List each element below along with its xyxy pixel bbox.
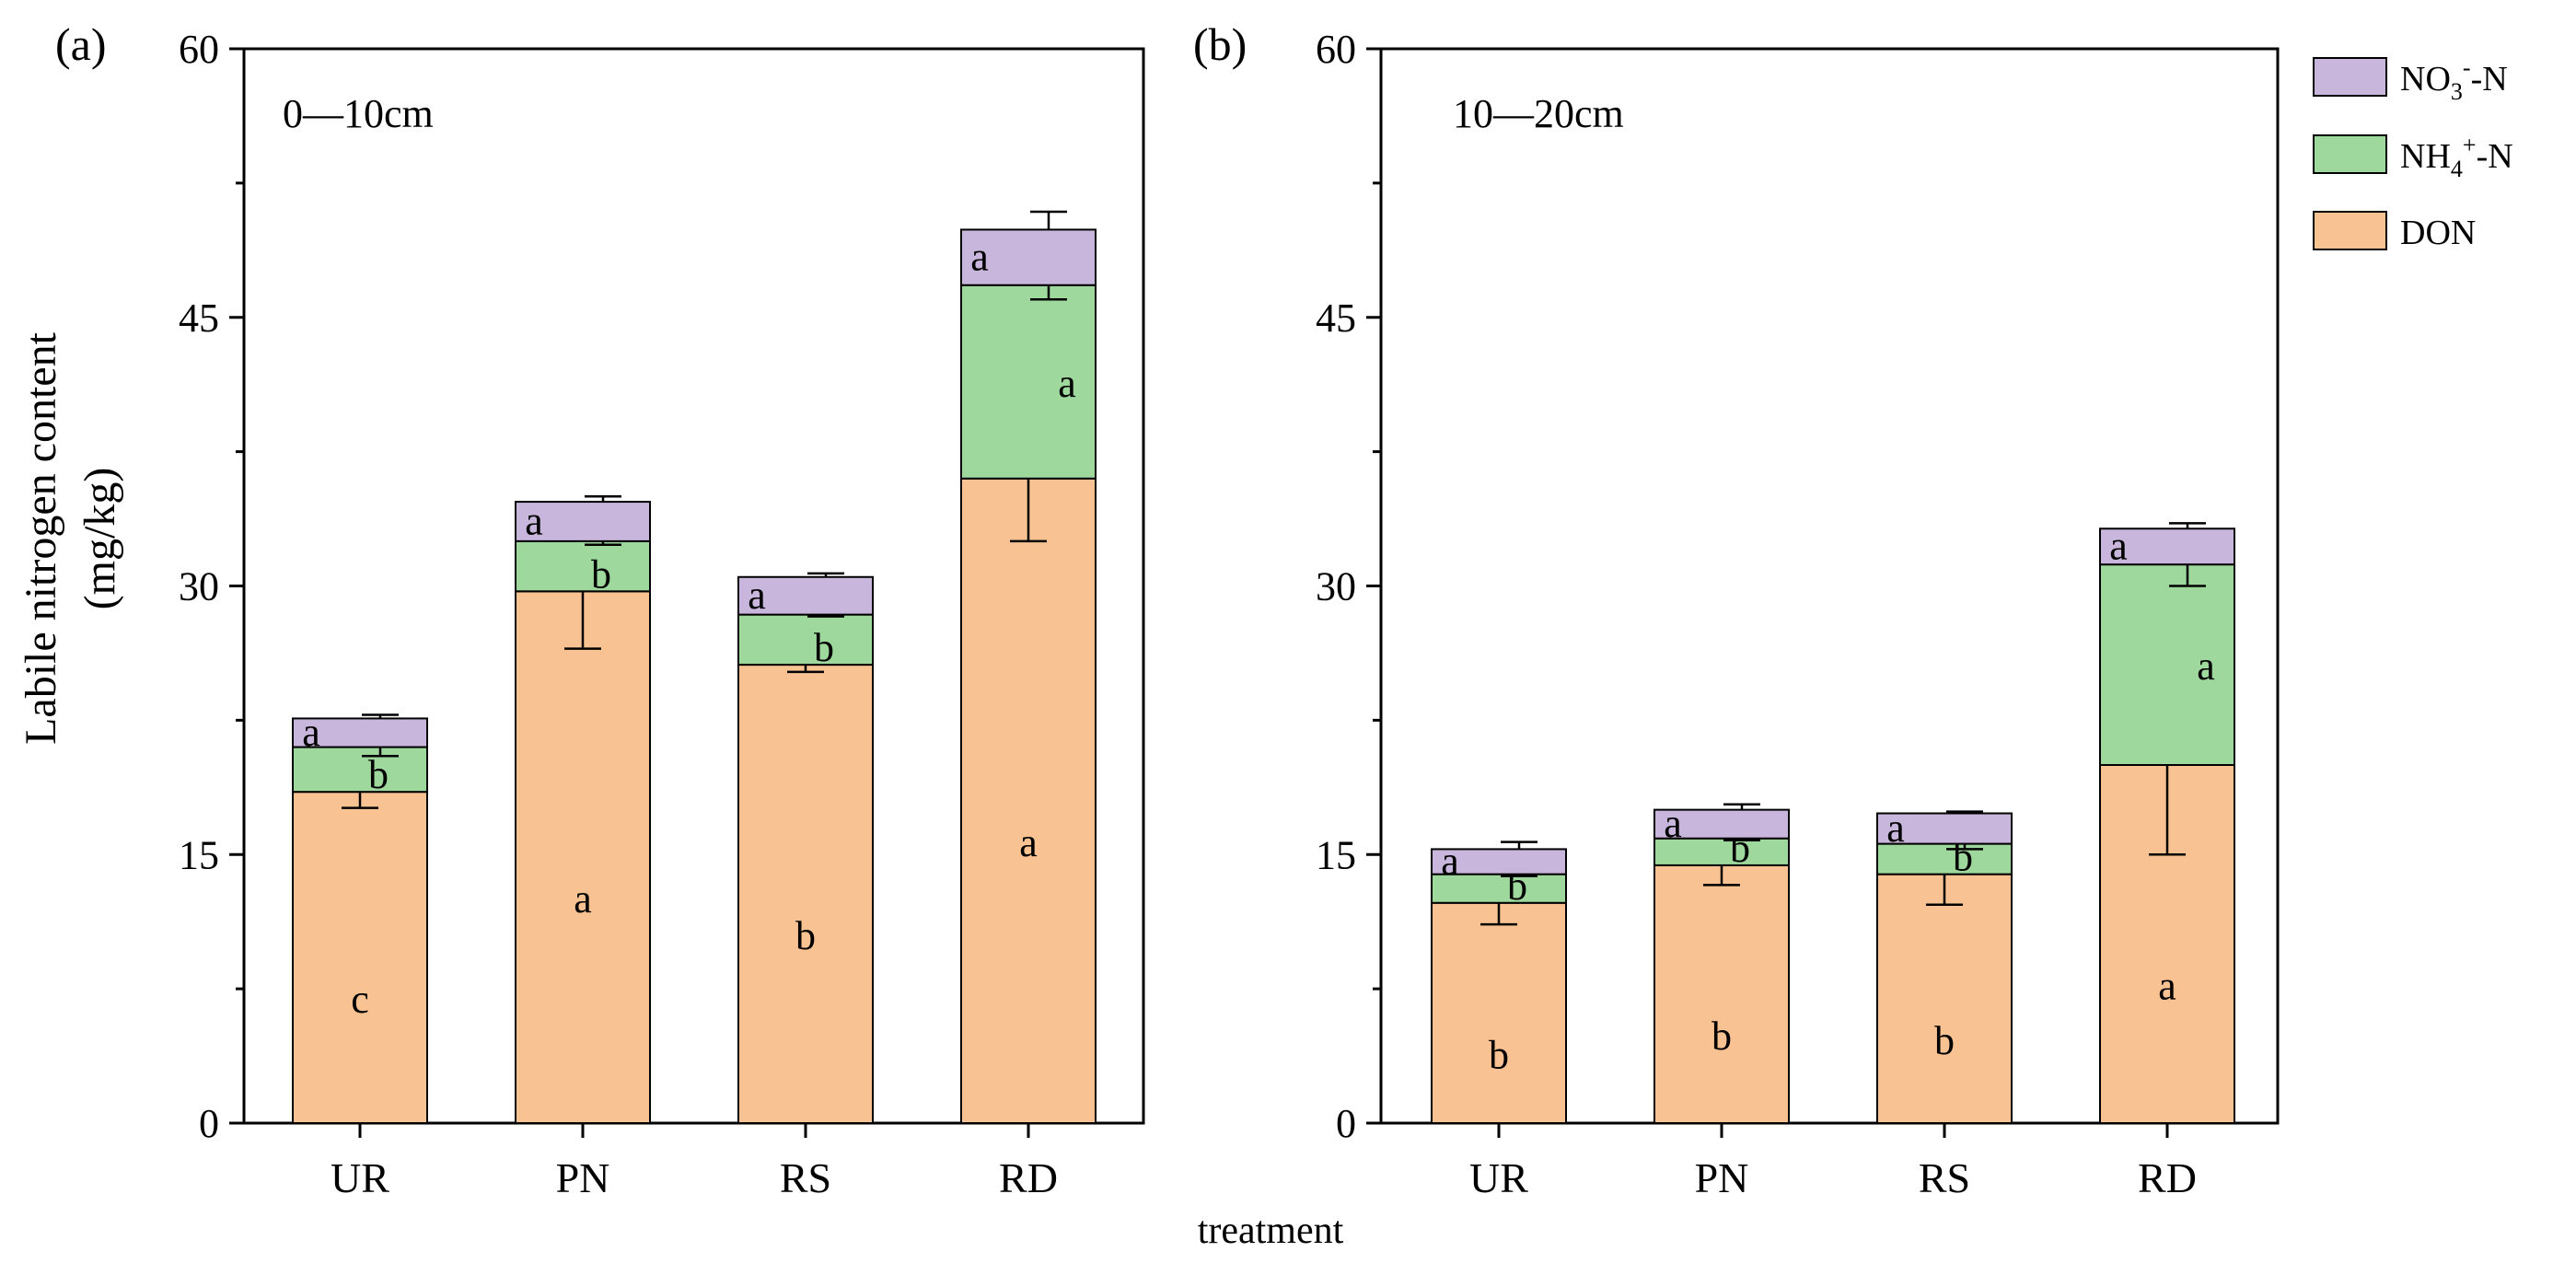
x-tick-label: RD [2138,1154,2197,1201]
legend-swatch-don [2313,211,2387,250]
panel-label: (a) [55,18,107,70]
legend-nh4-tail: -N [2477,137,2513,176]
significance-letter: b [591,551,611,597]
bar-segment [1654,808,1790,840]
legend-label-no3: NO3--N [2400,54,2508,105]
bar-segment [292,746,428,794]
y-axis-title-line1: Labile nitrogen content [17,331,65,745]
y-tick-label: 15 [1316,832,1356,877]
legend-swatch-no3 [2313,57,2387,97]
depth-label: 10—20cm [1453,91,1624,136]
significance-letter: a [574,876,592,921]
significance-letter: c [351,977,369,1022]
bar-segment [1876,812,2013,845]
significance-letter: a [525,498,543,543]
bar-segment [737,664,874,1125]
depth-label: 0—10cm [283,91,434,136]
bar-segment [1431,901,1567,1125]
significance-letter: a [2109,524,2128,569]
significance-letter: a [1886,806,1905,851]
bar-segment [1431,848,1567,875]
y-tick-label: 0 [1336,1101,1356,1146]
legend-no3-base: NO [2400,60,2451,99]
bar-segment [960,477,1097,1124]
significance-letter: a [970,235,989,280]
y-tick-label: 15 [179,832,219,877]
legend-label-don: DON [2400,214,2476,252]
significance-letter: a [1019,820,1038,865]
legend-no3-sub: 3 [2451,78,2463,105]
significance-letter: b [795,913,816,958]
legend-nh4-sup: + [2463,132,2477,158]
x-tick-label: PN [556,1154,610,1201]
bar-segment [1876,842,2013,875]
y-tick-label: 30 [179,564,219,609]
legend-nh4-base: NH [2400,137,2451,176]
significance-letter: b [1953,835,1973,880]
bar-segment [292,791,428,1124]
y-tick-label: 45 [179,296,219,341]
significance-letter: b [814,625,834,670]
bar-segment [737,575,874,616]
panel-label: (b) [1193,18,1247,70]
bar-segment [960,228,1097,286]
bar-segment [292,717,428,748]
x-tick-label: RS [780,1154,831,1201]
x-axis-title: treatment [1198,1210,1344,1252]
y-tick-label: 0 [199,1101,219,1146]
legend-swatch-nh4 [2313,134,2387,174]
panel-a: 0 15 30 45 60 (a) 0—10cm UR c b a PN a b a RS b b a RD a a a [55,18,1145,1201]
legend-label-nh4: NH4+-N [2400,132,2513,182]
significance-letter: a [1664,801,1682,846]
legend: NO3--N NH4+-N DON [2313,54,2513,252]
y-axis-title-line2: (mg/kg) [75,468,124,610]
legend-no3-sup: - [2463,54,2471,81]
bar-segment [960,284,1097,480]
x-tick-label: RS [1919,1154,1970,1201]
bar-segment [1654,864,1790,1124]
y-tick-label: 60 [179,27,219,72]
x-tick-label: RD [999,1154,1058,1201]
significance-letter: a [1441,839,1459,884]
x-tick-label: UR [1469,1154,1528,1201]
significance-letter: a [748,573,766,618]
x-tick-label: UR [331,1154,389,1201]
bar-segment [2099,527,2235,566]
significance-letter: b [1934,1018,1955,1063]
bar-segment [515,539,651,593]
y-tick-label: 45 [1316,296,1356,341]
significance-letter: b [368,752,389,797]
x-tick-label: PN [1695,1154,1749,1201]
bar-segment [1431,873,1567,904]
legend-no3-tail: -N [2471,60,2508,99]
significance-letter: b [1712,1014,1732,1059]
y-tick-label: 60 [1316,27,1356,72]
legend-nh4-sub: 4 [2451,156,2463,182]
bar-segment [737,613,874,666]
bar-segment [1654,837,1790,866]
significance-letter: a [2158,964,2176,1009]
significance-letter: b [1489,1032,1509,1077]
y-tick-label: 30 [1316,564,1356,609]
significance-letter: a [1058,361,1076,406]
bar-segment [515,590,651,1124]
bar-segment [1876,873,2013,1125]
significance-letter: a [2197,643,2215,689]
significance-letter: a [302,710,320,755]
bar-segment [515,501,651,542]
